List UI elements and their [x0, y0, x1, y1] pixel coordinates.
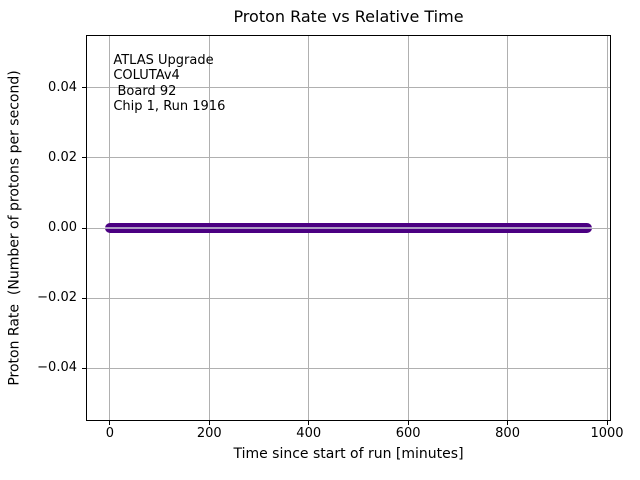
y-tick-label: 0.02: [48, 149, 77, 165]
y-gridline: [86, 367, 611, 369]
annotation-line: ATLAS Upgrade: [113, 52, 214, 68]
y-tick-mark: [82, 157, 86, 159]
x-tick-mark: [308, 421, 310, 425]
y-gridline: [86, 297, 611, 299]
y-tick-label: 0.00: [48, 220, 77, 235]
x-tick-mark: [208, 421, 210, 425]
y-tick-label: 0.04: [48, 79, 77, 95]
x-tick-mark: [507, 421, 509, 425]
annotation-text: ATLAS Upgrade COLUTAv4 Board 92 Chip 1, Ru…: [113, 53, 225, 115]
y-tick-label: −0.04: [37, 360, 77, 376]
x-tick-label: 800: [495, 426, 520, 441]
x-tick-label: 200: [196, 426, 222, 441]
y-gridline: [86, 157, 611, 159]
y-tick-mark: [82, 367, 86, 369]
x-tick-mark: [606, 421, 608, 425]
y-gridline: [86, 87, 611, 89]
annotation-line: COLUTAv4: [113, 68, 180, 84]
y-tick-mark: [82, 227, 86, 229]
x-tick-mark: [407, 421, 409, 425]
y-tick-label: −0.02: [37, 290, 77, 306]
y-tick-mark: [82, 87, 86, 89]
annotation-line: Board 92: [113, 83, 177, 99]
y-tick-mark: [82, 297, 86, 299]
x-tick-mark: [109, 421, 111, 425]
x-tick-label: 1000: [590, 426, 624, 441]
x-tick-label: 0: [105, 426, 114, 441]
x-tick-label: 600: [395, 426, 421, 441]
data-series-band: [104, 222, 593, 234]
annotation-line: Chip 1, Run 1916: [113, 99, 226, 115]
x-axis-label: Time since start of run [minutes]: [233, 446, 464, 462]
chart-title: Proton Rate vs Relative Time: [233, 7, 464, 26]
x-tick-label: 400: [296, 426, 322, 441]
